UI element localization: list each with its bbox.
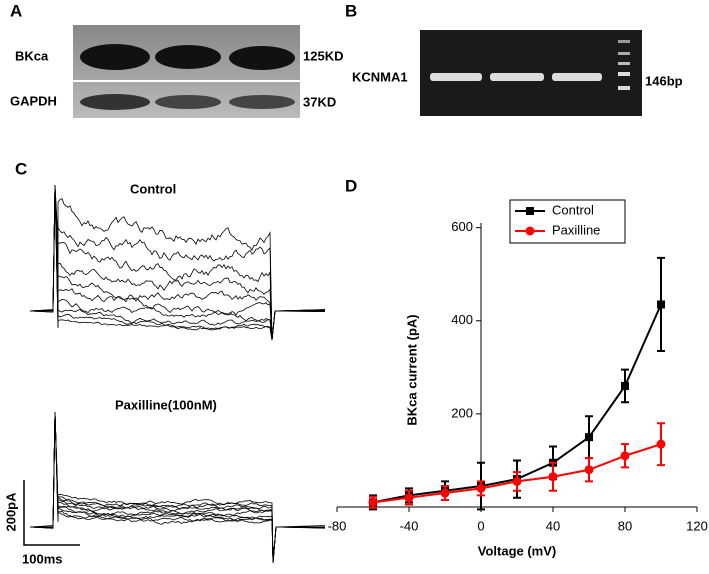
y-tick-label: 400 (451, 312, 473, 327)
legend-marker (525, 226, 535, 236)
legend-label: Paxilline (552, 222, 600, 237)
y-tick-label: 600 (451, 219, 473, 234)
y-tick-label: 200 (451, 405, 473, 420)
trace (29, 184, 326, 341)
panel-label: D (345, 176, 357, 195)
marker (621, 381, 629, 390)
trace (29, 184, 326, 341)
trace-title: Paxilline(100nM) (115, 397, 217, 412)
marker (404, 493, 414, 503)
trace (29, 184, 326, 341)
trace (29, 184, 326, 341)
x-tick-label: -80 (328, 518, 347, 533)
trace (29, 411, 326, 564)
trace (29, 411, 326, 564)
scale-label: 100ms (22, 551, 62, 566)
x-tick-label: 0 (477, 518, 484, 533)
y-axis-label: BKca current (pA) (404, 314, 419, 425)
marker (620, 451, 630, 461)
trace (29, 184, 326, 341)
trace (29, 411, 326, 564)
trace (29, 184, 326, 341)
trace (29, 411, 326, 564)
gene-label: KCNMA1 (352, 69, 408, 84)
x-tick-label: 80 (618, 518, 632, 533)
panel-label: C (15, 159, 27, 178)
marker (368, 497, 378, 507)
trace (29, 411, 326, 564)
blot-gap (73, 80, 300, 82)
trace (29, 411, 326, 564)
legend-label: Control (552, 202, 594, 217)
x-tick-label: -40 (400, 518, 419, 533)
bands (80, 44, 295, 110)
trace (29, 411, 326, 564)
size-label: 146bp (645, 73, 683, 88)
x-axis-label: Voltage (mV) (478, 543, 557, 558)
trace-title: Control (130, 181, 176, 196)
x-tick-label: 120 (686, 518, 708, 533)
marker (512, 476, 522, 486)
trace (29, 184, 326, 341)
legend-marker (526, 207, 534, 215)
size-label: 37KD (303, 94, 336, 109)
row-label: BKca (15, 48, 49, 63)
marker (548, 472, 558, 482)
marker (656, 439, 666, 449)
traces (29, 184, 326, 564)
row-label: GAPDH (10, 93, 57, 108)
panel-label: B (345, 1, 357, 20)
marker (657, 300, 665, 309)
scale-bar (23, 480, 80, 546)
size-label: 125KD (303, 48, 343, 63)
marker (476, 483, 486, 493)
trace (29, 184, 326, 341)
gel-bands (430, 40, 630, 90)
scale-label: 200pA (3, 492, 18, 532)
x-tick-label: 40 (546, 518, 560, 533)
trace (29, 411, 326, 564)
chart: -80 -40 0 40 80 120 200 400 600 Voltage (mV) BKca … (328, 199, 708, 558)
trace (29, 411, 326, 564)
marker (440, 488, 450, 498)
trace (29, 184, 326, 341)
marker (585, 433, 593, 442)
trace (29, 184, 326, 341)
marker (584, 465, 594, 475)
trace (29, 411, 326, 564)
panel-label: A (10, 1, 22, 20)
